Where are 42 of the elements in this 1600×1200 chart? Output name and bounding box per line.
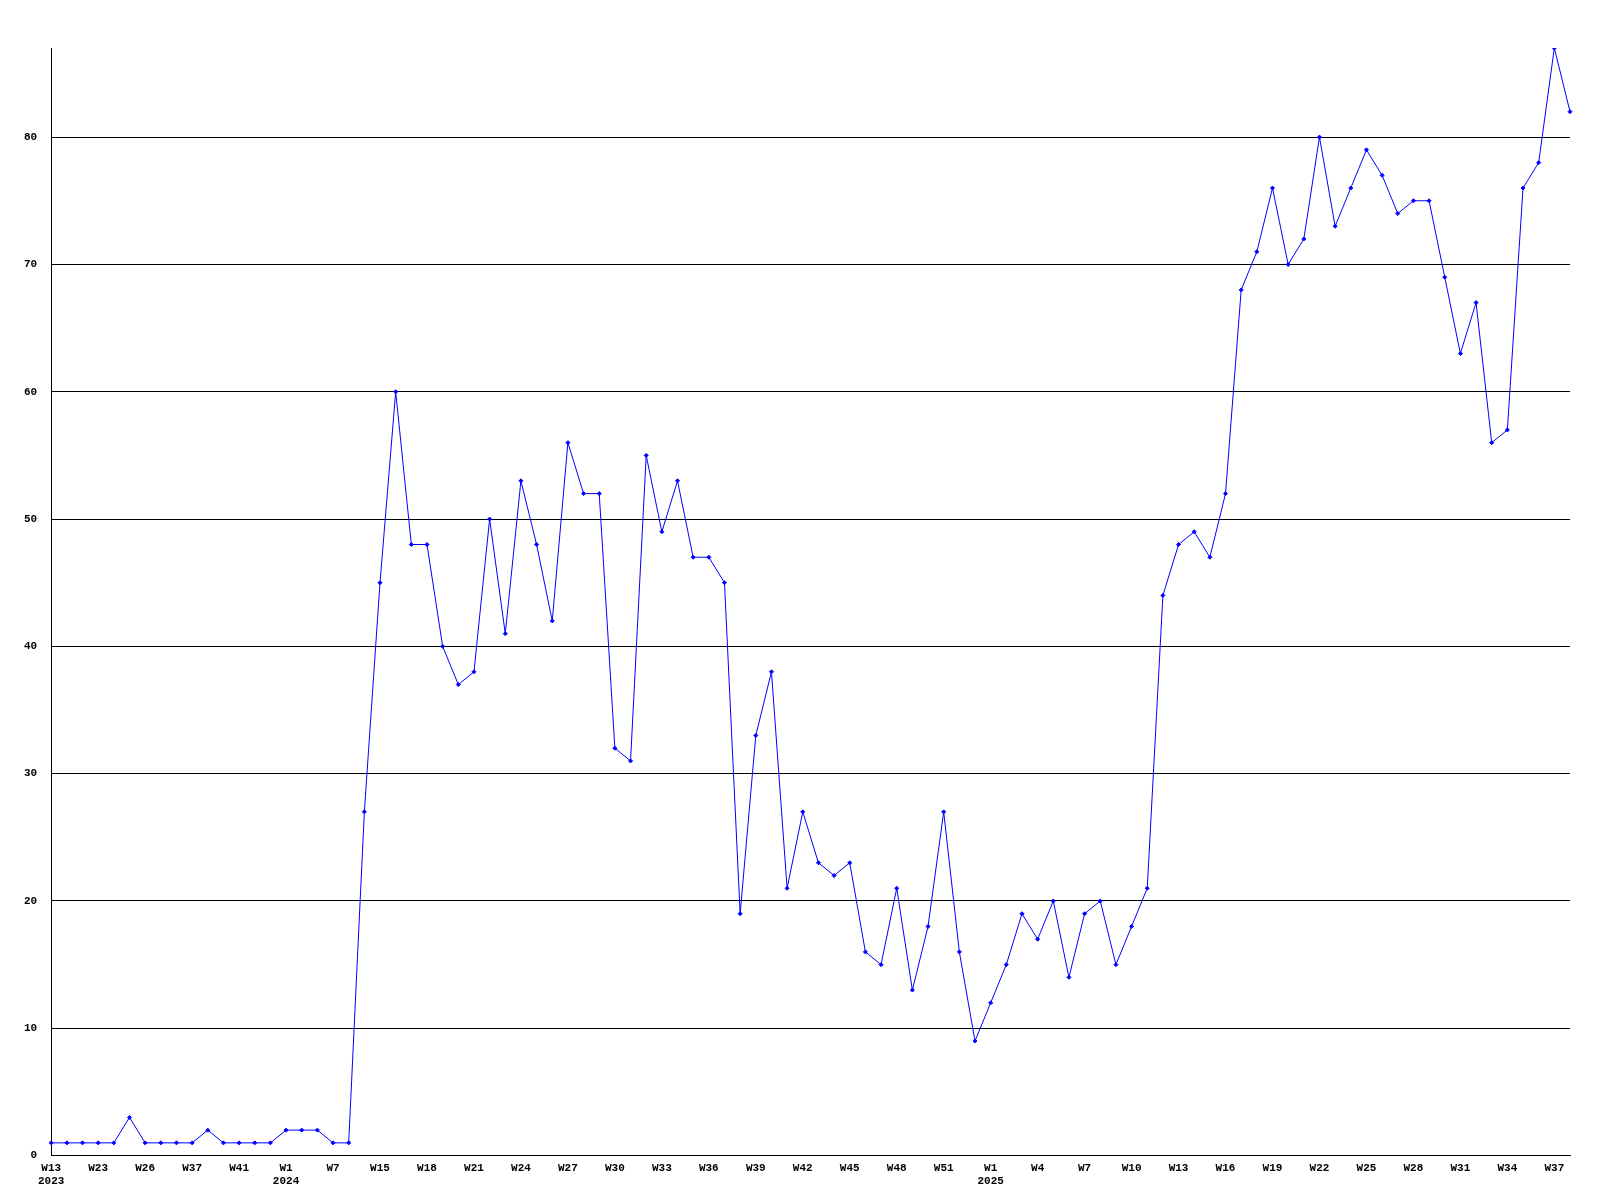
y-tick-label: 30 (24, 767, 38, 780)
x-tick-label: W22 (1309, 1161, 1330, 1174)
x-tick-label: W16 (1215, 1161, 1236, 1174)
x-tick-label: W34 (1497, 1161, 1518, 1174)
y-tick-label: 60 (24, 385, 38, 398)
x-tick-label: W37 (182, 1161, 203, 1174)
x-tick-label: W41 (229, 1161, 250, 1174)
x-tick-label: W48 (886, 1161, 908, 1174)
x-tick-label: W31 (1450, 1161, 1471, 1174)
x-tick-label: W33 (651, 1161, 673, 1174)
x-tick-label: W23 (88, 1161, 109, 1174)
y-tick-label: 0 (30, 1149, 38, 1162)
x-tick-label: W18 (417, 1161, 438, 1174)
x-tick-label: W30 (604, 1161, 625, 1174)
y-tick-label: 80 (24, 130, 38, 143)
x-tick-label: W7 (326, 1161, 340, 1174)
x-tick-label: W26 (135, 1161, 156, 1174)
x-tick-label: W42 (792, 1161, 813, 1174)
x-tick-label: W27 (558, 1161, 578, 1174)
y-tick-label: 20 (24, 894, 38, 907)
x-tick-label: W1 2024 (272, 1161, 300, 1188)
x-tick-label: W15 (370, 1161, 391, 1174)
x-tick-label: W21 (464, 1161, 485, 1174)
x-tick-label: W24 (511, 1161, 532, 1174)
y-tick-label: 10 (24, 1022, 38, 1035)
x-tick-label: W51 (933, 1161, 954, 1174)
x-tick-label: W4 (1031, 1161, 1045, 1174)
y-tick-label: 40 (24, 640, 38, 653)
x-tick-label: W39 (745, 1161, 766, 1174)
x-tick-label: W37 (1544, 1161, 1565, 1174)
x-tick-label: W10 (1121, 1161, 1142, 1174)
x-tick-label: W28 (1403, 1161, 1424, 1174)
y-tick-label: 50 (24, 512, 38, 525)
x-tick-label: W13 (1168, 1161, 1189, 1174)
x-tick-label: W13 2023 (38, 1161, 65, 1188)
x-tick-label: W7 (1078, 1161, 1092, 1174)
x-tick-label: W45 (839, 1161, 861, 1174)
x-tick-label: W36 (698, 1161, 719, 1174)
x-tick-label: W1 2025 (977, 1161, 1005, 1188)
x-tick-label: W19 (1262, 1161, 1283, 1174)
y-tick-label: 70 (24, 258, 38, 271)
x-tick-label: W25 (1356, 1161, 1377, 1174)
